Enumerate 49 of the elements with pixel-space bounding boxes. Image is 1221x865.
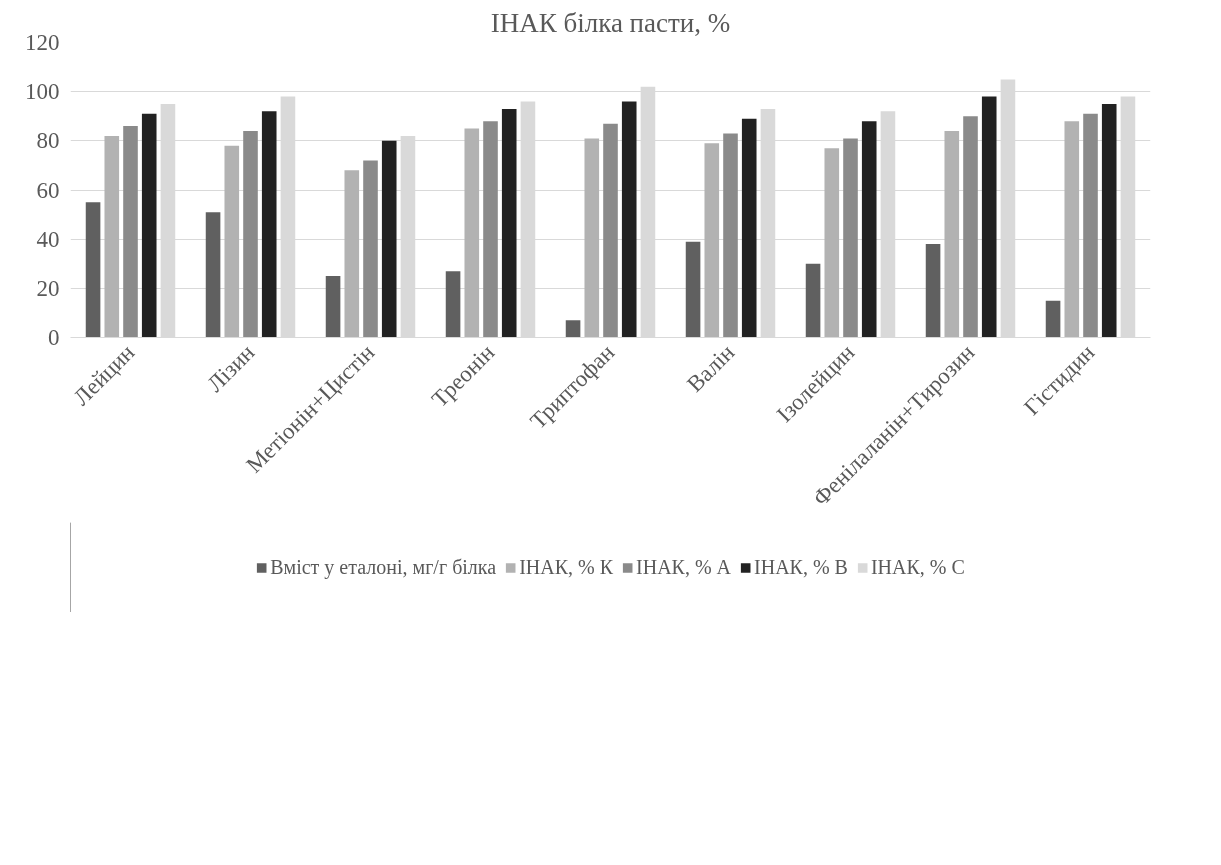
bar [205, 212, 221, 338]
bar [741, 118, 757, 338]
bar [501, 108, 517, 338]
bar [1064, 121, 1080, 338]
bar [381, 140, 397, 338]
bar [141, 113, 157, 338]
y-tick-label: 40 [36, 226, 60, 252]
bar [104, 135, 120, 338]
bar [344, 170, 360, 338]
chart-title: ІНАК білка пасти, % [490, 7, 731, 38]
legend-label: ІНАК, % А [636, 555, 732, 579]
bar [805, 263, 821, 338]
bar [621, 101, 637, 338]
bar [1045, 300, 1061, 338]
bar [224, 145, 240, 338]
bar [963, 116, 978, 338]
bar [243, 131, 258, 338]
y-tick-label: 60 [36, 177, 60, 203]
y-tick-label: 0 [48, 325, 60, 350]
bar [445, 271, 461, 338]
bar [325, 276, 341, 338]
bar [925, 244, 941, 338]
bar [704, 143, 720, 338]
bar [123, 126, 138, 338]
bar [824, 148, 840, 338]
y-tick-label: 120 [25, 30, 60, 55]
bar [981, 96, 997, 338]
legend-label: ІНАК, % В [754, 555, 848, 579]
bar [861, 121, 877, 338]
bar [944, 131, 960, 338]
legend-label: Вміст у еталоні, мг/г білка [270, 555, 497, 579]
bar [363, 160, 378, 338]
y-tick-label: 80 [36, 128, 60, 154]
bar [464, 128, 480, 338]
bar [603, 123, 618, 338]
bar [483, 121, 498, 338]
y-tick-label: 20 [36, 275, 60, 301]
bar [1083, 113, 1098, 338]
legend-label: ІНАК, % С [870, 555, 965, 579]
bar [1101, 103, 1117, 338]
bar [843, 138, 858, 338]
legend-label: ІНАК, % К [519, 555, 614, 579]
bar [261, 111, 277, 338]
bar [584, 138, 600, 338]
bar [565, 320, 581, 338]
y-tick-label: 100 [25, 79, 60, 105]
bar [85, 202, 101, 338]
bar [685, 241, 701, 338]
bar [723, 133, 738, 338]
